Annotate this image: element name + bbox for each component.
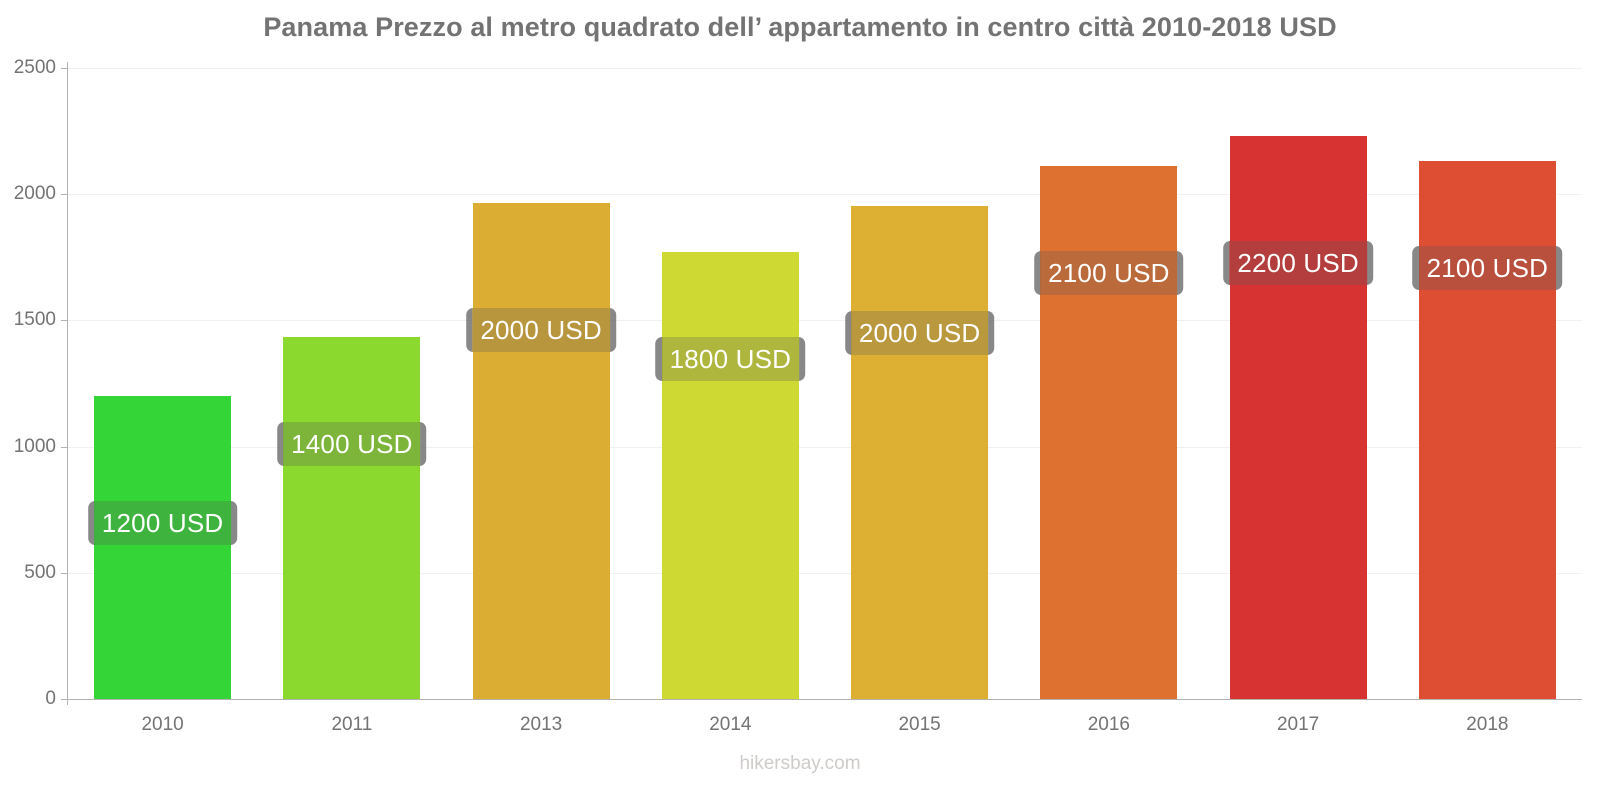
bar[interactable] [283,336,421,699]
bar-value-label-text: 1400 USD [277,421,427,466]
x-axis-tick-label: 2018 [1466,714,1509,735]
bar[interactable] [1229,136,1367,699]
y-axis-line [67,62,68,705]
x-axis-tick-label: 2016 [1087,714,1131,735]
bar-value-label-value: 2100 USD [1048,258,1170,289]
bar-value-label-text: 1200 USD [87,501,238,546]
gridline [68,572,1582,574]
y-axis-tick-label: 2500 [13,57,56,78]
bar-value-label-value: 2000 USD [858,317,981,348]
y-axis-tick-label: 0 [45,688,56,709]
plot-area [68,68,1582,699]
bar[interactable] [94,396,232,699]
x-axis-tick-label: 2013 [519,714,563,735]
bar-value-label-value: 2100 USD [1426,253,1549,284]
bar[interactable] [1040,166,1178,699]
gridline [68,320,1582,322]
bar-value-label-text: 2000 USD [466,308,616,353]
bar-value-label: 1800 USD [655,337,806,382]
footer-credit: hikersbay.com [739,753,861,774]
gridline [68,446,1582,448]
chart-title: Panama Prezzo al metro quadrato dell’ ap… [263,12,1337,42]
bar-value-label-value: 1400 USD [291,428,413,459]
x-axis-tick-label: 2010 [141,714,184,735]
gridline [68,68,1582,69]
bar-value-label: 2000 USD [844,310,995,355]
y-axis-tick-mark [61,194,68,196]
y-axis-tick-mark [61,68,68,69]
bar-value-label-text: 2100 USD [1034,251,1184,296]
bar-value-label-value: 1200 USD [101,508,224,539]
bar-value-label: 2100 USD [1034,251,1184,296]
bar-value-label-value: 2200 USD [1237,248,1359,279]
bar-value-label: 2000 USD [466,308,616,353]
bar[interactable] [851,205,989,699]
gridline [68,194,1582,196]
bar-value-label-text: 2000 USD [844,310,995,355]
x-axis-tick-label: 2015 [898,714,941,735]
y-axis-tick-label: 500 [24,561,56,583]
bar-value-label-text: 1800 USD [655,337,806,382]
bar-value-label-text: 2200 USD [1223,241,1373,286]
y-axis-tick-mark [61,699,68,700]
y-axis-tick-mark [61,320,68,322]
bar-value-label: 2100 USD [1412,246,1563,291]
y-axis-tick-mark [61,446,68,448]
bar-value-label-value: 1800 USD [669,344,792,375]
bar-value-label-value: 2000 USD [480,315,602,346]
bar[interactable] [472,203,610,699]
x-axis-tick-label: 2011 [331,714,373,735]
y-axis-tick-label: 1000 [13,435,56,457]
x-axis-line [62,699,1582,700]
bar[interactable] [1418,161,1556,699]
x-axis-tick-label: 2014 [709,714,752,735]
x-axis-tick-label: 2017 [1276,714,1320,735]
bar-value-label: 1200 USD [87,501,238,546]
bar-value-label: 1400 USD [277,421,427,466]
y-axis-labels: 0 500 1000 1500 2000 2500 [0,57,56,709]
bar[interactable] [661,252,799,699]
y-axis-tick-label: 1500 [13,309,56,331]
y-axis-tick-label: 2000 [13,183,56,205]
y-axis-tick-mark [61,572,68,574]
bar-value-label-text: 2100 USD [1412,246,1563,291]
bar-value-label: 2200 USD [1223,241,1373,286]
